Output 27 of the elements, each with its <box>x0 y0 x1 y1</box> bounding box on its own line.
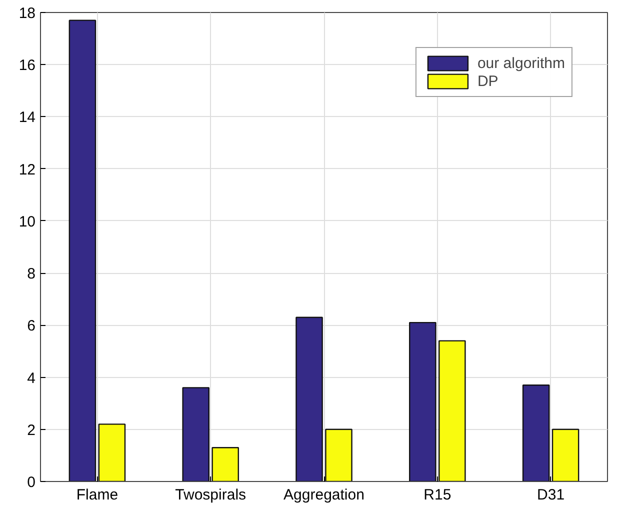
x-tick-label: R15 <box>424 486 452 504</box>
legend-label: our algorithm <box>477 54 565 72</box>
y-tick-label: 16 <box>18 57 36 74</box>
bar <box>98 424 126 482</box>
y-tick-label: 8 <box>27 266 36 283</box>
bar <box>552 428 580 482</box>
y-tick-label: 10 <box>18 213 36 230</box>
y-tick-label: 14 <box>18 109 36 126</box>
x-tick-label: D31 <box>537 486 565 504</box>
bar <box>409 322 436 482</box>
legend-label: DP <box>477 72 498 90</box>
y-tick-label: 2 <box>27 422 36 439</box>
y-tick-label: 12 <box>18 161 36 178</box>
y-tick-label: 4 <box>27 370 36 387</box>
bar <box>325 428 352 482</box>
bar <box>68 20 96 482</box>
bar <box>438 340 466 482</box>
bar <box>212 447 239 482</box>
x-tick-label: Aggregation <box>284 486 364 504</box>
x-tick-label: Flame <box>76 486 118 504</box>
x-tick-label: Twospirals <box>175 486 246 504</box>
y-tick-label: 6 <box>27 318 36 335</box>
y-tick-label: 0 <box>27 474 36 491</box>
y-tick-label: 18 <box>18 5 36 22</box>
bar <box>182 387 210 482</box>
bar <box>522 384 550 482</box>
bar <box>296 316 323 482</box>
